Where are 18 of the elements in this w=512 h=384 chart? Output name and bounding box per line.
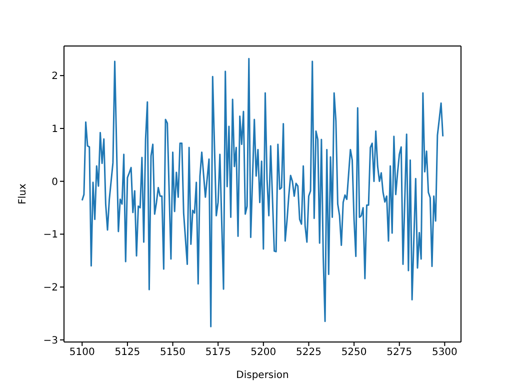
line-series [81, 58, 444, 328]
y-tick-label: 2 [52, 71, 58, 82]
y-tick-label: −1 [43, 230, 58, 241]
y-tick-label: −2 [43, 282, 58, 294]
x-tick-label: 5275 [386, 347, 412, 358]
x-tick-label: 5250 [341, 347, 367, 358]
x-tick-label: 5175 [205, 347, 231, 358]
x-tick-label: 5225 [296, 347, 322, 358]
y-axis-title: Flux [18, 184, 29, 204]
x-axis-title: Dispersion [236, 370, 289, 381]
x-tick-label: 5100 [69, 347, 95, 358]
y-tick-label: −3 [43, 335, 58, 346]
x-tick-label: 5150 [160, 347, 186, 358]
x-tick-label: 5125 [114, 347, 140, 358]
x-tick-label: 5300 [432, 347, 458, 358]
y-tick-label: 0 [52, 176, 58, 188]
x-tick-label: 5200 [250, 347, 276, 358]
y-tick-label: 1 [52, 124, 58, 136]
